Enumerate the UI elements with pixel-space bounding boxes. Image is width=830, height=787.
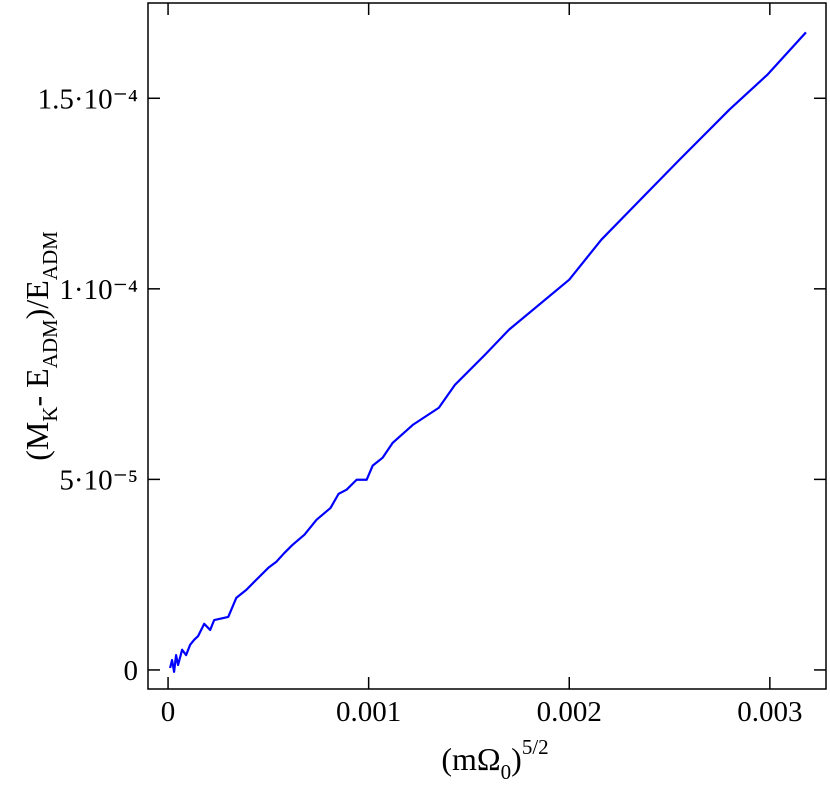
y-label-part: )/E: [19, 280, 55, 319]
x-axis-label: (mΩ0)5/2: [441, 735, 548, 784]
y-tick-label: 0: [124, 655, 139, 687]
data-line: [169, 31, 807, 673]
x-label-part: (mΩ: [441, 741, 500, 777]
y-axis-label: (MK- EADM)/EADM: [19, 231, 62, 461]
y-label-part: - E: [19, 368, 55, 406]
x-tick-label: 0.001: [336, 696, 401, 728]
y-tick-label: 1.5·10⁻⁴: [38, 83, 138, 115]
x-label-superscript: 5/2: [522, 735, 549, 759]
y-tick-label: 5·10⁻⁵: [59, 464, 138, 496]
y-label-part: (M: [19, 422, 55, 461]
y-label-subscript: K: [38, 407, 62, 422]
x-tick-label: 0.003: [737, 696, 802, 728]
x-tick-label: 0.002: [537, 696, 602, 728]
y-tick-label: 1·10⁻⁴: [59, 274, 138, 306]
y-label-subscript: ADM: [38, 319, 62, 368]
plot-frame: [147, 2, 827, 690]
x-label-subscript: 0: [501, 760, 512, 784]
x-label-part: ): [511, 741, 522, 777]
y-label-subscript: ADM: [38, 231, 62, 280]
x-tick-label: 0: [161, 696, 176, 728]
